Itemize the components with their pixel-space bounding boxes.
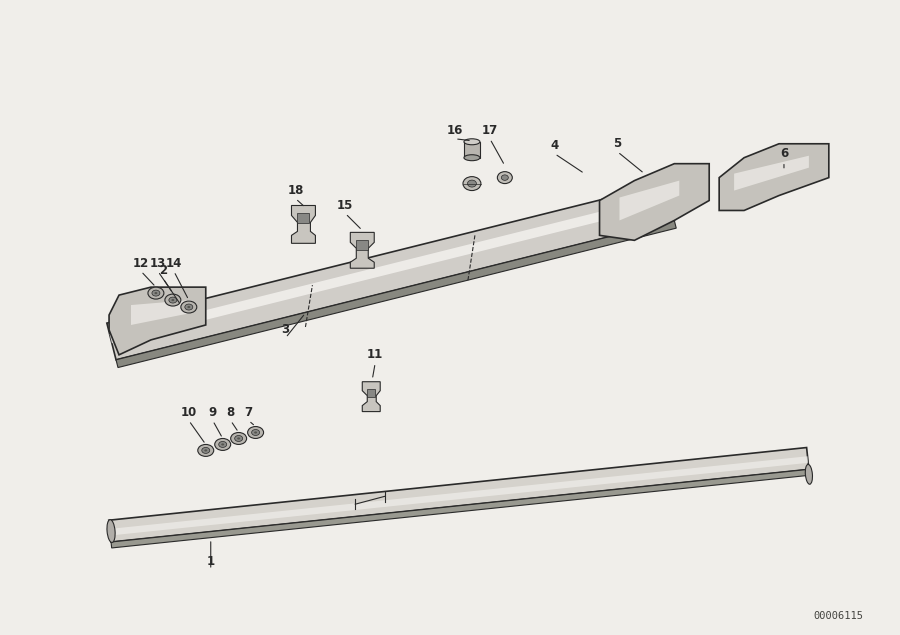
Ellipse shape xyxy=(198,444,213,457)
Ellipse shape xyxy=(169,297,176,303)
Polygon shape xyxy=(350,232,374,268)
Ellipse shape xyxy=(252,429,259,436)
Polygon shape xyxy=(110,195,670,344)
Ellipse shape xyxy=(248,427,264,439)
Polygon shape xyxy=(292,206,315,243)
Ellipse shape xyxy=(187,306,190,308)
Ellipse shape xyxy=(184,304,193,310)
Ellipse shape xyxy=(235,436,243,441)
Text: 5: 5 xyxy=(614,137,622,150)
Text: 00006115: 00006115 xyxy=(814,611,864,620)
Text: 14: 14 xyxy=(166,257,182,270)
Text: 17: 17 xyxy=(482,124,498,137)
Polygon shape xyxy=(111,469,809,548)
Ellipse shape xyxy=(202,448,210,453)
Ellipse shape xyxy=(501,175,508,180)
Polygon shape xyxy=(464,142,480,157)
Ellipse shape xyxy=(254,431,257,434)
Polygon shape xyxy=(107,184,674,360)
Ellipse shape xyxy=(464,139,480,145)
Ellipse shape xyxy=(152,290,160,296)
Polygon shape xyxy=(110,457,808,535)
Polygon shape xyxy=(719,144,829,210)
Polygon shape xyxy=(109,287,206,355)
Ellipse shape xyxy=(165,294,181,306)
Polygon shape xyxy=(363,382,380,411)
Ellipse shape xyxy=(215,439,230,450)
Text: 18: 18 xyxy=(287,184,303,197)
Polygon shape xyxy=(109,448,809,542)
Ellipse shape xyxy=(107,519,115,542)
Text: 3: 3 xyxy=(282,323,290,337)
Text: 10: 10 xyxy=(181,406,197,419)
Ellipse shape xyxy=(221,443,224,446)
Text: 13: 13 xyxy=(149,257,166,270)
Polygon shape xyxy=(116,220,676,368)
Polygon shape xyxy=(734,156,809,190)
Ellipse shape xyxy=(204,450,207,451)
Polygon shape xyxy=(619,180,680,220)
Ellipse shape xyxy=(148,287,164,299)
Text: 1: 1 xyxy=(207,556,215,568)
Ellipse shape xyxy=(498,171,512,184)
Polygon shape xyxy=(298,213,310,224)
Ellipse shape xyxy=(806,464,813,485)
Ellipse shape xyxy=(230,432,247,444)
Ellipse shape xyxy=(463,177,481,190)
Polygon shape xyxy=(356,240,368,250)
Polygon shape xyxy=(599,164,709,240)
Text: 11: 11 xyxy=(367,349,383,361)
Text: 7: 7 xyxy=(245,406,253,419)
Polygon shape xyxy=(367,389,375,397)
Ellipse shape xyxy=(155,292,157,294)
Text: 8: 8 xyxy=(227,406,235,419)
Text: 12: 12 xyxy=(133,257,149,270)
Text: 4: 4 xyxy=(551,139,559,152)
Ellipse shape xyxy=(238,438,240,439)
Ellipse shape xyxy=(171,299,175,301)
Text: 2: 2 xyxy=(158,264,167,277)
Text: 16: 16 xyxy=(446,124,464,137)
Ellipse shape xyxy=(467,180,476,187)
Ellipse shape xyxy=(181,301,197,313)
Text: 6: 6 xyxy=(779,147,788,160)
Polygon shape xyxy=(131,300,191,325)
Text: 9: 9 xyxy=(209,406,217,419)
Ellipse shape xyxy=(219,441,227,448)
Ellipse shape xyxy=(464,155,480,161)
Text: 15: 15 xyxy=(338,199,354,212)
